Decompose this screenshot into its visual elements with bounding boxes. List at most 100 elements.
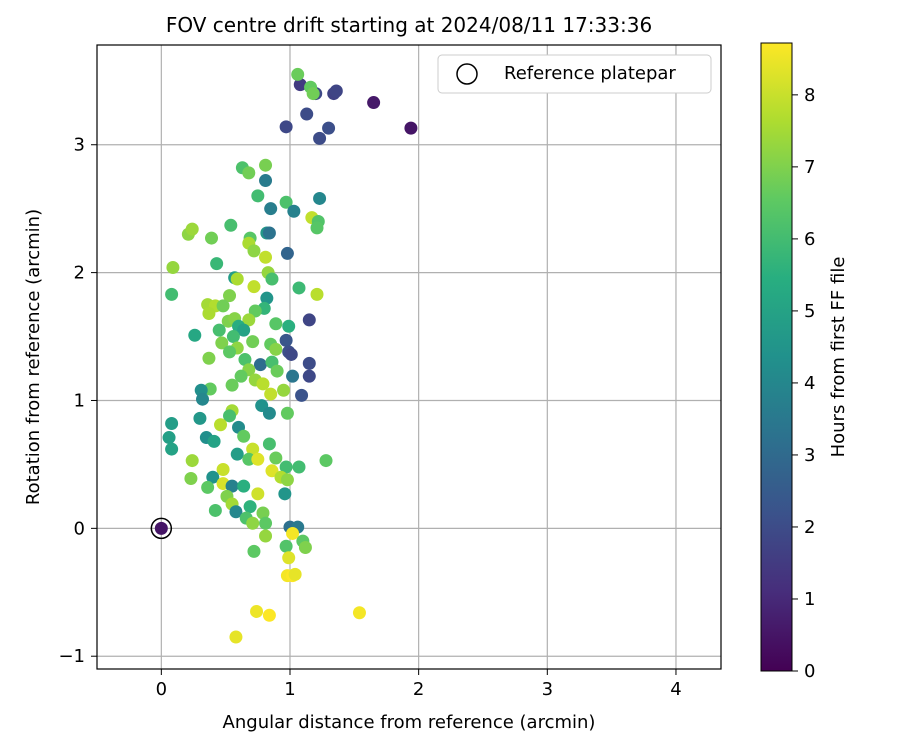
data-point: [262, 437, 276, 451]
data-point: [287, 204, 301, 218]
data-point: [185, 222, 199, 236]
data-point: [248, 304, 262, 318]
data-point: [310, 221, 324, 235]
data-point: [280, 246, 294, 260]
data-point: [247, 544, 261, 558]
data-point: [279, 120, 293, 134]
y-tick-label: 0: [74, 518, 85, 539]
data-point: [208, 503, 222, 517]
data-point: [212, 323, 226, 337]
data-point: [242, 452, 256, 466]
colorbar-tick-label: 2: [804, 517, 815, 538]
data-point: [210, 257, 224, 271]
data-point: [237, 323, 251, 337]
data-point: [259, 529, 273, 543]
data-point: [246, 442, 260, 456]
colorbar-gradient: [760, 42, 793, 672]
reference-platepar-ring: [150, 517, 173, 540]
data-point: [310, 287, 324, 301]
data-point: [251, 487, 265, 501]
colorbar-label: Hours from first FF file: [828, 257, 849, 458]
plot-background: [97, 45, 721, 669]
legend-label-reference: Reference platepar: [504, 63, 676, 84]
data-point: [259, 158, 273, 172]
colorbar-tick-label: 5: [804, 301, 815, 322]
data-points: [150, 67, 418, 644]
reference-point-marker: [154, 521, 168, 535]
data-point: [207, 434, 221, 448]
data-point: [286, 526, 300, 540]
y-axis-ticks: −1 0 1 2 3: [58, 135, 97, 667]
data-point: [265, 464, 279, 478]
x-tick-label: 2: [413, 679, 424, 700]
data-point: [280, 406, 294, 420]
data-point: [269, 342, 283, 356]
data-point: [230, 447, 244, 461]
data-point: [206, 470, 220, 484]
chart-title: FOV centre drift starting at 2024/08/11 …: [166, 13, 652, 37]
data-point: [251, 452, 265, 466]
data-point: [280, 473, 294, 487]
colorbar-tick-label: 8: [804, 85, 815, 106]
data-point: [237, 429, 251, 443]
data-point: [229, 630, 243, 644]
data-point: [223, 345, 237, 359]
data-point: [352, 606, 366, 620]
data-point: [264, 387, 278, 401]
data-point: [329, 84, 343, 98]
grid-lines: [97, 45, 721, 669]
x-tick-label: 3: [542, 679, 553, 700]
data-point: [223, 289, 237, 303]
data-point: [262, 608, 276, 622]
colorbar-tick-label: 4: [804, 373, 815, 394]
data-point: [262, 226, 276, 240]
data-point: [404, 121, 418, 135]
data-point: [319, 454, 333, 468]
data-point: [242, 313, 256, 327]
data-point: [225, 378, 239, 392]
plot-frame: [96, 44, 722, 670]
data-point: [302, 356, 316, 370]
data-point: [302, 369, 316, 383]
data-point: [247, 280, 261, 294]
colorbar-tick-label: 6: [804, 229, 815, 250]
data-point: [247, 244, 261, 258]
data-point: [216, 299, 230, 313]
data-point: [367, 96, 381, 110]
data-point: [188, 328, 202, 342]
legend-marker-reference: [456, 63, 478, 85]
y-tick-label: 2: [74, 263, 85, 284]
data-point: [226, 330, 240, 344]
data-point: [298, 541, 312, 555]
data-point: [238, 353, 252, 367]
data-point: [162, 431, 176, 445]
colorbar-tick-label: 0: [804, 661, 815, 682]
data-point: [259, 174, 273, 188]
data-point: [229, 505, 243, 519]
data-point: [250, 604, 264, 618]
data-point: [260, 291, 274, 305]
data-point: [265, 272, 279, 286]
data-point: [291, 67, 305, 81]
data-point: [214, 418, 228, 432]
data-point: [234, 369, 248, 383]
y-axis-label: Rotation from reference (arcmin): [23, 209, 44, 505]
data-point: [223, 409, 237, 423]
data-point: [205, 231, 219, 245]
data-point: [302, 313, 316, 327]
data-point: [256, 506, 270, 520]
x-tick-label: 4: [670, 679, 681, 700]
data-point: [279, 460, 293, 474]
data-point: [237, 479, 251, 493]
data-point: [313, 131, 327, 145]
data-point: [262, 406, 276, 420]
data-point: [215, 336, 229, 350]
data-point: [185, 454, 199, 468]
data-point: [292, 281, 306, 295]
colorbar-tick-label: 1: [804, 589, 815, 610]
data-point: [288, 567, 302, 581]
x-tick-label: 0: [156, 679, 167, 700]
data-point: [202, 307, 216, 321]
data-point: [225, 479, 239, 493]
data-point: [165, 442, 179, 456]
